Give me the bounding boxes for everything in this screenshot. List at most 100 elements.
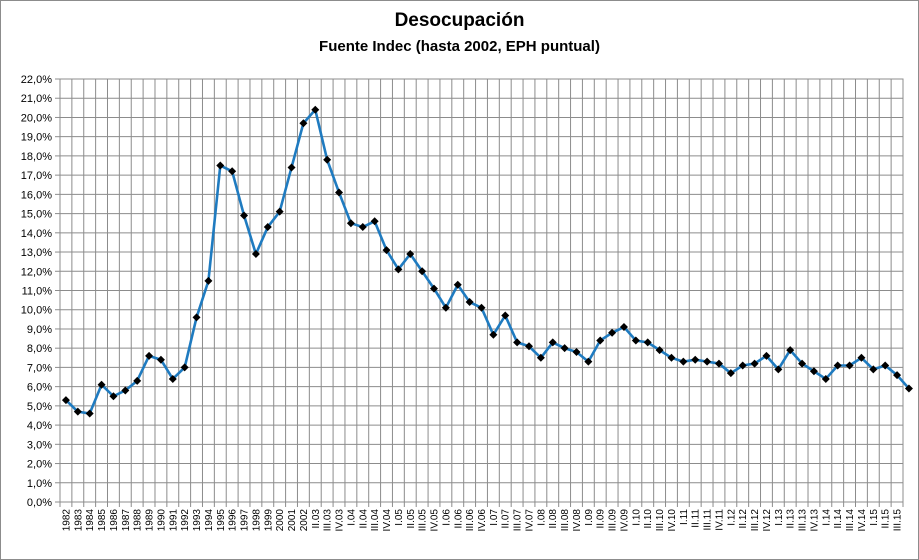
x-tick-label: 1986 [109, 509, 120, 532]
x-tick-label: II.14 [833, 509, 844, 529]
series-desocupacion [61, 105, 913, 418]
data-point [85, 409, 94, 418]
x-tick-label: IV.14 [857, 509, 868, 532]
y-tick-label: 16,0% [21, 189, 52, 201]
x-tick-label: 1990 [156, 509, 167, 532]
x-tick-label: I.06 [441, 509, 452, 526]
y-tick-label: 4,0% [27, 420, 52, 432]
plot-area [59, 78, 904, 503]
x-tick-label: III.04 [370, 509, 381, 532]
data-point [845, 361, 854, 370]
data-point [714, 359, 723, 368]
x-tick-label: 1988 [133, 509, 144, 532]
data-point [774, 365, 783, 374]
data-point [121, 386, 130, 395]
x-axis-ticks: 1982 1983 1984 1985 1986 1987 1988 1989 1990 1991… [61, 509, 903, 532]
x-tick-label: 1993 [192, 509, 203, 532]
x-tick-label: 1996 [228, 509, 239, 532]
data-point [346, 219, 355, 228]
x-tick-label: II.15 [881, 509, 892, 529]
x-tick-label: II.11 [691, 509, 702, 528]
x-tick-label: IV.13 [809, 509, 820, 532]
data-point [691, 355, 700, 364]
data-point [394, 265, 403, 274]
x-tick-label: II.10 [643, 509, 654, 529]
x-tick-label: 1985 [97, 509, 108, 532]
x-tick-label: 2002 [299, 509, 310, 532]
x-tick-label: I.05 [394, 509, 405, 526]
data-point [869, 365, 878, 374]
data-point [382, 246, 391, 255]
data-point [287, 163, 296, 172]
data-point [738, 361, 747, 370]
y-tick-label: 8,0% [27, 343, 52, 355]
x-tick-label: III.05 [418, 509, 429, 532]
y-tick-label: 20,0% [21, 112, 52, 124]
data-point [786, 346, 795, 355]
data-point [453, 280, 462, 289]
x-tick-label: IV.05 [430, 509, 441, 532]
chart-subtitle: Fuente Indec (hasta 2002, EPH puntual) [319, 38, 600, 55]
y-tick-label: 13,0% [21, 247, 52, 259]
x-tick-label: 1987 [121, 509, 132, 532]
x-tick-label: III.14 [845, 509, 856, 532]
x-tick-label: III.03 [323, 509, 334, 532]
x-tick-label: IV.09 [619, 509, 630, 532]
data-point [275, 207, 284, 216]
y-tick-label: 0,0% [27, 497, 52, 509]
data-point [145, 351, 154, 360]
x-tick-label: III.12 [750, 509, 761, 532]
y-tick-label: 12,0% [21, 266, 52, 278]
y-tick-label: 10,0% [21, 305, 52, 317]
data-point [631, 336, 640, 345]
data-point [703, 357, 712, 366]
x-tick-label: 1994 [204, 509, 215, 532]
x-tick-label: III.11 [703, 509, 714, 531]
data-point [893, 371, 902, 380]
x-tick-label: IV.06 [477, 509, 488, 532]
x-tick-label: 2001 [287, 509, 298, 532]
x-tick-label: 1983 [73, 509, 84, 532]
x-tick-label: II.04 [358, 509, 369, 529]
y-tick-label: 14,0% [21, 228, 52, 240]
x-tick-label: IV.10 [667, 509, 678, 532]
y-tick-label: 19,0% [21, 132, 52, 144]
data-point [904, 384, 913, 393]
data-point [180, 363, 189, 372]
x-tick-label: 1995 [216, 509, 227, 532]
x-tick-label: II.12 [738, 509, 749, 529]
data-point [524, 342, 533, 351]
x-tick-label: IV.11 [714, 509, 725, 531]
data-point [228, 167, 237, 176]
y-axis-ticks: 0,0% 1,0% 2,0% 3,0% 4,0% 5,0% 6,0% 7,0% 8,0% 9,0%… [21, 74, 52, 509]
y-tick-label: 18,0% [21, 151, 52, 163]
data-point [335, 188, 344, 197]
data-point [619, 323, 628, 332]
data-point [109, 392, 118, 401]
data-point [192, 313, 201, 322]
data-point [501, 311, 510, 320]
data-point [216, 161, 225, 170]
data-point [465, 298, 474, 307]
x-tick-label: 1999 [263, 509, 274, 532]
x-tick-label: I.15 [869, 509, 880, 526]
data-point [441, 303, 450, 312]
data-point [608, 328, 617, 337]
data-point [881, 361, 890, 370]
x-tick-label: II.07 [501, 509, 512, 529]
data-point [133, 376, 142, 385]
data-point [726, 369, 735, 378]
x-tick-label: IV.03 [335, 509, 346, 532]
data-point [596, 336, 605, 345]
x-tick-label: III.07 [513, 509, 524, 532]
x-tick-label: 1997 [240, 509, 251, 532]
data-point [358, 223, 367, 232]
data-point [655, 346, 664, 355]
x-tick-label: I.13 [774, 509, 785, 526]
data-point [370, 217, 379, 226]
x-tick-label: II.05 [406, 509, 417, 529]
y-tick-label: 17,0% [21, 170, 52, 182]
y-tick-label: 7,0% [27, 362, 52, 374]
